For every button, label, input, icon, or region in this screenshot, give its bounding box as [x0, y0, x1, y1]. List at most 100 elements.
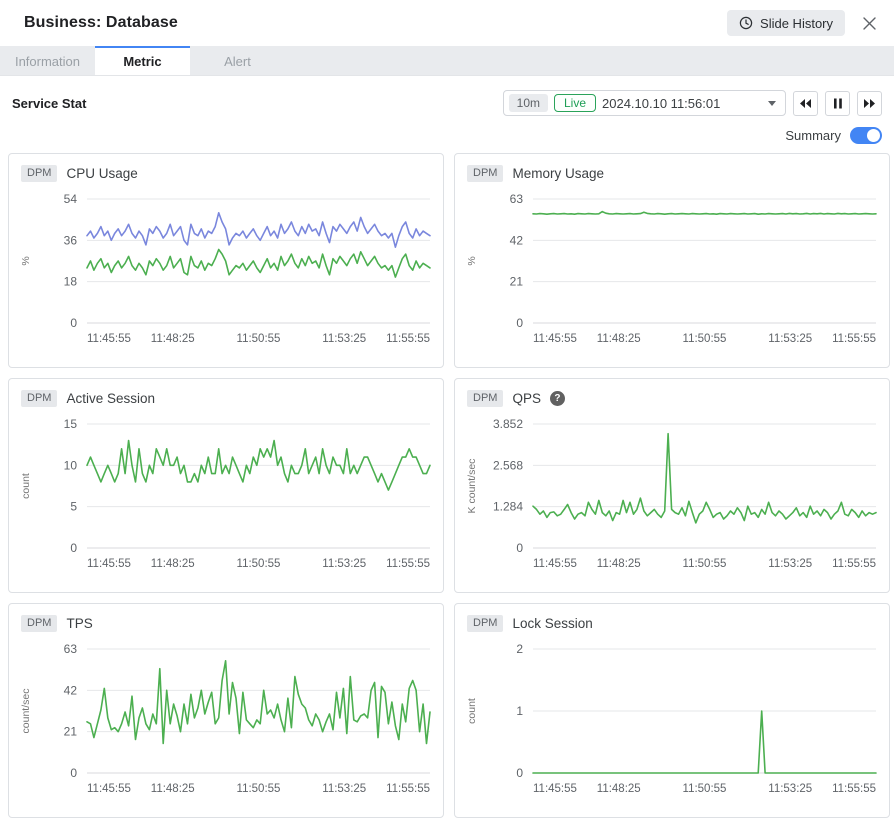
clock-icon — [739, 16, 753, 30]
chart-panel-lock-session: DPM Lock Session 0 1 2 11:45:55 11:48:25 11:5… — [454, 603, 890, 818]
lock-session-chart[interactable]: 0 1 2 11:45:55 11:48:25 11:50:55 11:53:25 11:55… — [455, 633, 889, 810]
svg-text:11:53:25: 11:53:25 — [322, 333, 366, 345]
dpm-badge: DPM — [21, 390, 57, 407]
tab-metric[interactable]: Metric — [95, 46, 190, 75]
summary-row: Summary — [0, 116, 894, 146]
tab-bar: Information Metric Alert — [0, 46, 894, 76]
svg-text:15: 15 — [64, 417, 78, 431]
svg-text:11:55:55: 11:55:55 — [832, 558, 876, 570]
dpm-badge: DPM — [21, 165, 57, 182]
tab-information[interactable]: Information — [0, 46, 95, 75]
svg-text:3.852: 3.852 — [493, 417, 523, 431]
svg-text:11:45:55: 11:45:55 — [533, 558, 577, 570]
svg-text:11:53:25: 11:53:25 — [768, 783, 812, 795]
panel-header: DPM QPS ? — [455, 379, 889, 407]
live-badge: Live — [554, 94, 596, 112]
dpm-badge: DPM — [467, 615, 503, 632]
svg-text:21: 21 — [510, 275, 524, 289]
svg-text:18: 18 — [64, 275, 78, 289]
charts-grid: DPM CPU Usage 0 18 36 54 11:45:55 11:48:25 11:… — [0, 146, 894, 818]
tps-chart[interactable]: 021426311:45:5511:48:2511:50:5511:53:251… — [9, 633, 443, 810]
svg-text:11:55:55: 11:55:55 — [832, 783, 876, 795]
svg-text:%: % — [466, 256, 478, 265]
fast-forward-button[interactable] — [857, 91, 882, 116]
chart-panel-qps: DPM QPS ? 01.2842.5683.85211:45:5511:48:… — [454, 378, 890, 593]
help-icon[interactable]: ? — [550, 391, 565, 406]
svg-text:%: % — [20, 256, 32, 265]
chevron-down-icon — [768, 101, 776, 106]
panel-header: DPM TPS — [9, 604, 443, 632]
panel-title: TPS — [66, 616, 92, 631]
svg-text:2: 2 — [516, 642, 523, 656]
svg-text:1.284: 1.284 — [493, 500, 523, 514]
panel-title: Lock Session — [512, 616, 592, 631]
header-actions: Slide History — [727, 10, 880, 36]
time-range-select[interactable]: 10m Live 2024.10.10 11:56:01 — [503, 90, 786, 116]
pause-button[interactable] — [825, 91, 850, 116]
page-title: Business: Database — [24, 14, 178, 32]
svg-text:11:55:55: 11:55:55 — [386, 783, 430, 795]
summary-label: Summary — [785, 128, 841, 143]
svg-text:count: count — [20, 473, 32, 499]
svg-text:2.568: 2.568 — [493, 458, 523, 472]
svg-text:11:55:55: 11:55:55 — [386, 558, 430, 570]
panel-title: QPS — [512, 391, 541, 406]
svg-text:11:45:55: 11:45:55 — [87, 558, 131, 570]
panel-header: DPM Memory Usage — [455, 154, 889, 182]
svg-text:11:48:25: 11:48:25 — [151, 558, 195, 570]
toggle-knob — [867, 129, 880, 142]
svg-text:0: 0 — [516, 766, 523, 780]
svg-text:11:48:25: 11:48:25 — [151, 333, 195, 345]
svg-text:63: 63 — [510, 192, 524, 206]
svg-text:11:48:25: 11:48:25 — [597, 783, 641, 795]
svg-text:63: 63 — [64, 642, 78, 656]
summary-toggle[interactable] — [850, 127, 882, 144]
svg-text:11:50:55: 11:50:55 — [237, 333, 281, 345]
dpm-badge: DPM — [467, 390, 503, 407]
svg-text:11:45:55: 11:45:55 — [533, 783, 577, 795]
window-header: Business: Database Slide History — [0, 0, 894, 46]
close-icon[interactable] — [859, 13, 880, 34]
svg-text:11:53:25: 11:53:25 — [768, 333, 812, 345]
svg-text:count/sec: count/sec — [20, 689, 32, 734]
svg-text:5: 5 — [70, 500, 77, 514]
fast-forward-icon — [863, 98, 876, 109]
svg-text:0: 0 — [516, 316, 523, 330]
chart-panel-memory-usage: DPM Memory Usage 021426311:45:5511:48:25… — [454, 153, 890, 368]
cpu-usage-chart[interactable]: 018365411:45:5511:48:2511:50:5511:53:251… — [9, 183, 443, 360]
svg-text:11:48:25: 11:48:25 — [597, 558, 641, 570]
section-title: Service Stat — [12, 96, 86, 111]
pause-icon — [833, 98, 843, 109]
time-controls: 10m Live 2024.10.10 11:56:01 — [503, 90, 882, 116]
active-session-chart[interactable]: 05101511:45:5511:48:2511:50:5511:53:2511… — [9, 408, 443, 585]
svg-text:11:50:55: 11:50:55 — [683, 783, 727, 795]
panel-title: Active Session — [66, 391, 155, 406]
svg-text:11:50:55: 11:50:55 — [237, 783, 281, 795]
svg-text:21: 21 — [64, 725, 78, 739]
slide-history-button[interactable]: Slide History — [727, 10, 845, 36]
svg-text:11:48:25: 11:48:25 — [151, 783, 195, 795]
toolbar: Service Stat 10m Live 2024.10.10 11:56:0… — [0, 76, 894, 116]
svg-text:11:45:55: 11:45:55 — [87, 783, 131, 795]
svg-text:36: 36 — [64, 233, 78, 247]
chart-panel-cpu-usage: DPM CPU Usage 018365411:45:5511:48:2511:… — [8, 153, 444, 368]
panel-title: Memory Usage — [512, 166, 604, 181]
svg-text:11:53:25: 11:53:25 — [768, 558, 812, 570]
memory-usage-chart[interactable]: 021426311:45:5511:48:2511:50:5511:53:251… — [455, 183, 889, 360]
tab-alert[interactable]: Alert — [190, 46, 285, 75]
dpm-badge: DPM — [21, 615, 57, 632]
chart-panel-active-session: DPM Active Session 05101511:45:5511:48:2… — [8, 378, 444, 593]
chart-panel-tps: DPM TPS 021426311:45:5511:48:2511:50:551… — [8, 603, 444, 818]
svg-text:11:48:25: 11:48:25 — [597, 333, 641, 345]
panel-header: DPM CPU Usage — [9, 154, 443, 182]
panel-title: CPU Usage — [66, 166, 137, 181]
svg-text:54: 54 — [64, 192, 78, 206]
svg-text:0: 0 — [70, 766, 77, 780]
dpm-badge: DPM — [467, 165, 503, 182]
svg-text:11:45:55: 11:45:55 — [533, 333, 577, 345]
datetime-value: 2024.10.10 11:56:01 — [602, 96, 760, 111]
panel-header: DPM Lock Session — [455, 604, 889, 632]
svg-text:1: 1 — [516, 704, 523, 718]
qps-chart[interactable]: 01.2842.5683.85211:45:5511:48:2511:50:55… — [455, 408, 889, 585]
rewind-button[interactable] — [793, 91, 818, 116]
